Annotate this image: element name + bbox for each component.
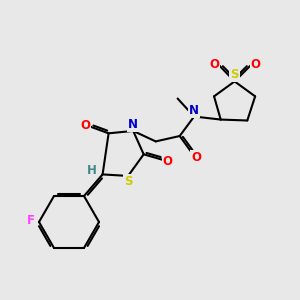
Text: S: S [124, 176, 132, 188]
Text: F: F [27, 214, 34, 227]
Text: N: N [128, 118, 138, 131]
Text: O: O [163, 155, 173, 168]
Text: O: O [209, 58, 219, 71]
Text: O: O [191, 152, 201, 164]
Text: S: S [230, 68, 239, 81]
Text: H: H [87, 164, 97, 177]
Text: O: O [250, 58, 261, 71]
Text: N: N [189, 104, 199, 117]
Text: O: O [80, 119, 90, 132]
